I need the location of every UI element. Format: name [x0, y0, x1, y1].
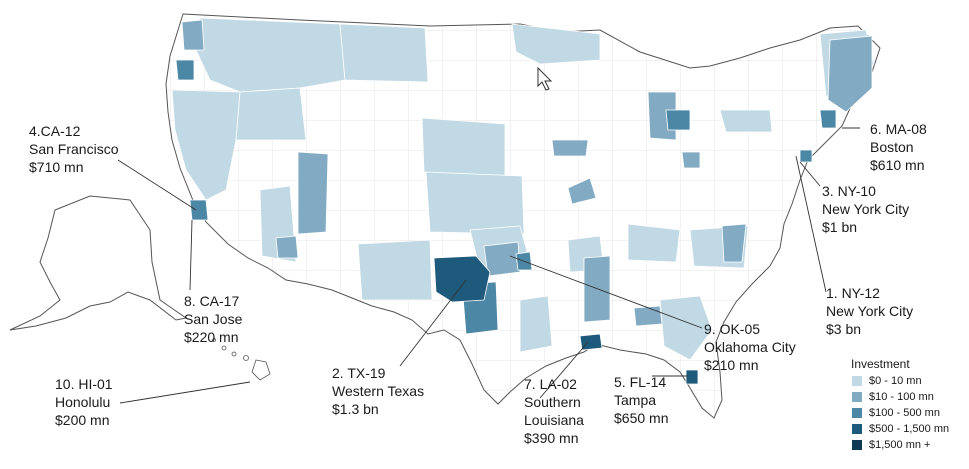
callout-amount: $1 bn	[822, 219, 858, 235]
callout-tx-19: 2. TX-19 Western Texas $1.3 bn	[332, 364, 424, 418]
callout-place: Western Texas	[332, 383, 425, 399]
callout-rank: 6. MA-08	[870, 121, 927, 137]
callout-amount: $1.3 bn	[332, 401, 379, 417]
legend-label: $100 - 500 mn	[869, 407, 940, 419]
callout-place: Tampa	[614, 392, 657, 408]
callout-ma-08: 6. MA-08 Boston $610 mn	[870, 120, 927, 174]
hawaii-shape	[212, 338, 271, 381]
tier-2-districts	[181, 19, 873, 327]
callout-amount: $650 mn	[614, 410, 669, 426]
callout-rank: 1. NY-12	[826, 285, 880, 301]
callout-rank: 4.CA-12	[29, 123, 81, 139]
callout-amount: $210 mn	[704, 357, 759, 373]
callout-rank: 8. CA-17	[184, 293, 240, 309]
callout-rank: 9. OK-05	[704, 321, 761, 337]
legend-item: $100 - 500 mn	[851, 405, 966, 421]
callout-amount: $390 mn	[524, 430, 579, 446]
callout-rank: 7. LA-02	[524, 376, 577, 392]
callout-place: Honolulu	[55, 394, 111, 410]
callout-place-2: Louisiana	[524, 412, 584, 428]
legend-label: $1,500 mn +	[869, 439, 931, 451]
callout-fl-14: 5. FL-14 Tampa $650 mn	[614, 373, 668, 427]
callout-ok-05: 9. OK-05 Oklahoma City $210 mn	[704, 320, 796, 374]
callout-ca-17: 8. CA-17 San Jose $220 mn	[184, 292, 242, 346]
callout-amount: $220 mn	[184, 329, 239, 345]
callout-place: New York City	[826, 303, 914, 319]
legend-rows: $0 - 10 mn $10 - 100 mn $100 - 500 mn $5…	[851, 373, 966, 453]
callout-place: Southern	[524, 394, 581, 410]
callout-leader-lines	[117, 127, 860, 404]
tier-4-districts	[433, 255, 699, 385]
callout-ny-10: 3. NY-10 New York City $1 bn	[822, 182, 909, 236]
legend-item: $10 - 100 mn	[851, 389, 966, 405]
callout-rank: 10. HI-01	[55, 376, 113, 392]
callout-place: Boston	[870, 139, 914, 155]
callout-la-02: 7. LA-02 Southern Louisiana $390 mn	[524, 375, 584, 447]
legend-item: $0 - 10 mn	[851, 373, 966, 389]
callout-amount: $3 bn	[826, 321, 862, 337]
callout-amount: $200 mn	[55, 412, 110, 428]
legend: Investment $0 - 10 mn $10 - 100 mn $100 …	[851, 356, 966, 453]
legend-label: $500 - 1,500 mn	[869, 423, 950, 435]
callout-amount: $710 mn	[29, 159, 84, 175]
legend-item: $1,500 mn +	[851, 437, 966, 453]
legend-swatch	[851, 439, 863, 451]
callout-place: San Francisco	[29, 141, 119, 157]
legend-swatch	[851, 407, 863, 419]
callout-place: San Jose	[184, 311, 243, 327]
callout-amount: $610 mn	[870, 157, 925, 173]
legend-label: $10 - 100 mn	[869, 391, 934, 403]
callout-rank: 3. NY-10	[822, 183, 876, 199]
callout-place: New York City	[822, 201, 910, 217]
callout-place: Oklahoma City	[704, 339, 796, 355]
legend-swatch	[851, 375, 863, 387]
legend-item: $500 - 1,500 mn	[851, 421, 966, 437]
legend-label: $0 - 10 mn	[869, 375, 922, 387]
legend-title: Investment	[851, 357, 910, 371]
callout-ny-12: 1. NY-12 New York City $3 bn	[826, 284, 913, 338]
alaska-shape	[9, 195, 188, 331]
callout-ca-12: 4.CA-12 San Francisco $710 mn	[29, 122, 118, 176]
callout-rank: 2. TX-19	[332, 365, 386, 381]
callout-rank: 5. FL-14	[614, 374, 667, 390]
mouse-cursor-icon	[537, 66, 553, 91]
legend-swatch	[851, 423, 863, 435]
callout-hi-01: 10. HI-01 Honolulu $200 mn	[55, 375, 113, 429]
legend-swatch	[851, 391, 863, 403]
